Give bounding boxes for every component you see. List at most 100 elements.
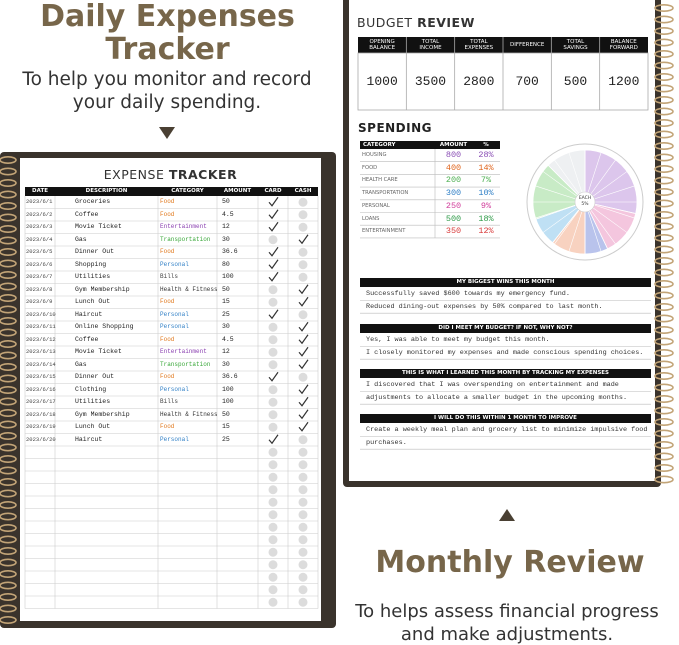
spiral-ring: [0, 581, 17, 590]
column-header: AMOUNT: [223, 188, 252, 194]
budget-header: BALANCE FORWARD: [609, 39, 638, 51]
spending-category: HEALTH CARE: [362, 177, 398, 184]
title-bold: REVIEW: [417, 15, 475, 30]
row-category: Food: [160, 248, 175, 255]
spiral-ring: [654, 302, 674, 311]
section-text: Successfully saved $600 towards my emerg…: [366, 290, 570, 298]
title-bold: TRACKER: [168, 167, 238, 182]
spiral-ring: [654, 348, 674, 357]
spending-amount: 300: [445, 188, 462, 199]
spiral-ring: [0, 190, 17, 199]
row-amount: 15: [222, 298, 230, 305]
row-amount: 30: [222, 235, 230, 243]
row-category: Transportation: [160, 235, 211, 243]
payment-circle: [268, 360, 278, 370]
check-mark: [298, 296, 309, 307]
payment-circle: [298, 222, 308, 232]
section-text: I closely monitored my expenses and made…: [366, 348, 644, 357]
row-description: Movie Ticket: [75, 348, 122, 355]
budget-header: TOTAL SAVINGS: [563, 39, 588, 51]
payment-circle: [268, 235, 278, 245]
spiral-ring: [654, 142, 674, 151]
check-mark: [268, 371, 279, 382]
row-amount: 25: [222, 435, 230, 443]
check-mark: [298, 396, 309, 407]
spiral-ring: [654, 211, 674, 220]
spending-percent: 7%: [480, 175, 492, 186]
spending-amount: 800: [445, 150, 462, 160]
spiral-ring: [654, 394, 674, 403]
payment-circle: [298, 372, 308, 382]
spiral-ring: [654, 256, 674, 265]
row-date: 2023/6/16: [26, 385, 56, 393]
row-amount: 50: [222, 198, 230, 205]
row-description: Lunch Out: [75, 298, 111, 305]
spending-header: CATEGORY: [363, 142, 396, 148]
spiral-ring: [654, 96, 674, 105]
spiral-ring: [654, 268, 674, 277]
row-amount: 50: [222, 285, 230, 293]
payment-circle: [268, 510, 278, 520]
payment-circle: [298, 497, 308, 507]
spending-percent: 28%: [478, 150, 494, 160]
check-mark: [268, 271, 279, 282]
row-category: Personal: [160, 435, 189, 443]
spiral-ring: [0, 570, 17, 578]
spiral-ring: [654, 279, 674, 288]
check-mark: [298, 409, 309, 420]
payment-circle: [298, 310, 308, 320]
row-date: 2023/6/17: [26, 398, 56, 405]
row-description: Dinner Out: [75, 248, 115, 255]
check-mark: [298, 359, 309, 370]
payment-circle: [268, 472, 278, 482]
row-date: 2023/6/18: [26, 410, 56, 418]
section-text: adjustments to allocate a smaller budget…: [366, 393, 628, 402]
payment-circle: [298, 247, 308, 257]
payment-circle: [268, 347, 278, 357]
spiral-ring: [654, 360, 674, 369]
wheel-wedge: [532, 164, 586, 220]
payment-circle: [298, 535, 308, 545]
row-description: Shopping: [75, 260, 107, 268]
spending-category: LOANS: [362, 215, 380, 222]
row-description: Clothing: [75, 385, 107, 393]
payment-circle: [268, 397, 278, 407]
spiral-ring: [0, 616, 17, 624]
spending-percent: 9%: [480, 200, 492, 211]
spending-amount: 500: [445, 213, 462, 224]
row-amount: 25: [222, 310, 230, 318]
row-amount: 15: [222, 423, 230, 430]
row-category: Bills: [160, 273, 179, 280]
row-description: Gym Membership: [75, 410, 130, 418]
right-subtitle: To helps assess financial progress and m…: [355, 601, 659, 645]
spiral-ring: [0, 604, 17, 613]
check-mark: [268, 221, 279, 232]
payment-circle: [298, 560, 308, 570]
spiral-ring: [0, 282, 17, 291]
spiral-ring: [0, 294, 17, 302]
check-mark: [298, 284, 309, 295]
spiral-ring: [0, 489, 17, 498]
spiral-ring: [0, 478, 17, 486]
expense-tracker-title: EXPENSE TRACKER: [20, 167, 321, 182]
payment-circle: [298, 210, 308, 220]
row-description: Coffee: [75, 210, 99, 218]
row-category: Personal: [160, 323, 189, 330]
spiral-ring: [654, 4, 674, 13]
spending-header-bg: [360, 141, 500, 149]
spiral-ring: [0, 351, 17, 360]
title-light: BUDGET: [357, 15, 413, 30]
section-heading: THIS IS WHAT I LEARNED THIS MONTH BY TRA…: [401, 370, 610, 376]
payment-circle: [298, 197, 308, 207]
row-category: Food: [160, 373, 175, 380]
row-description: Haircut: [75, 310, 103, 318]
up-arrow: [499, 509, 515, 521]
payment-circle: [268, 297, 278, 307]
row-category: Health & Fitness: [160, 285, 217, 293]
check-mark: [268, 434, 279, 445]
row-description: Movie Ticket: [75, 223, 122, 230]
section-text: I discovered that I was overspending on …: [366, 381, 619, 389]
spiral-ring: [654, 188, 674, 197]
row-description: Gas: [75, 360, 87, 368]
budget-header: DIFFERENCE: [509, 42, 545, 48]
